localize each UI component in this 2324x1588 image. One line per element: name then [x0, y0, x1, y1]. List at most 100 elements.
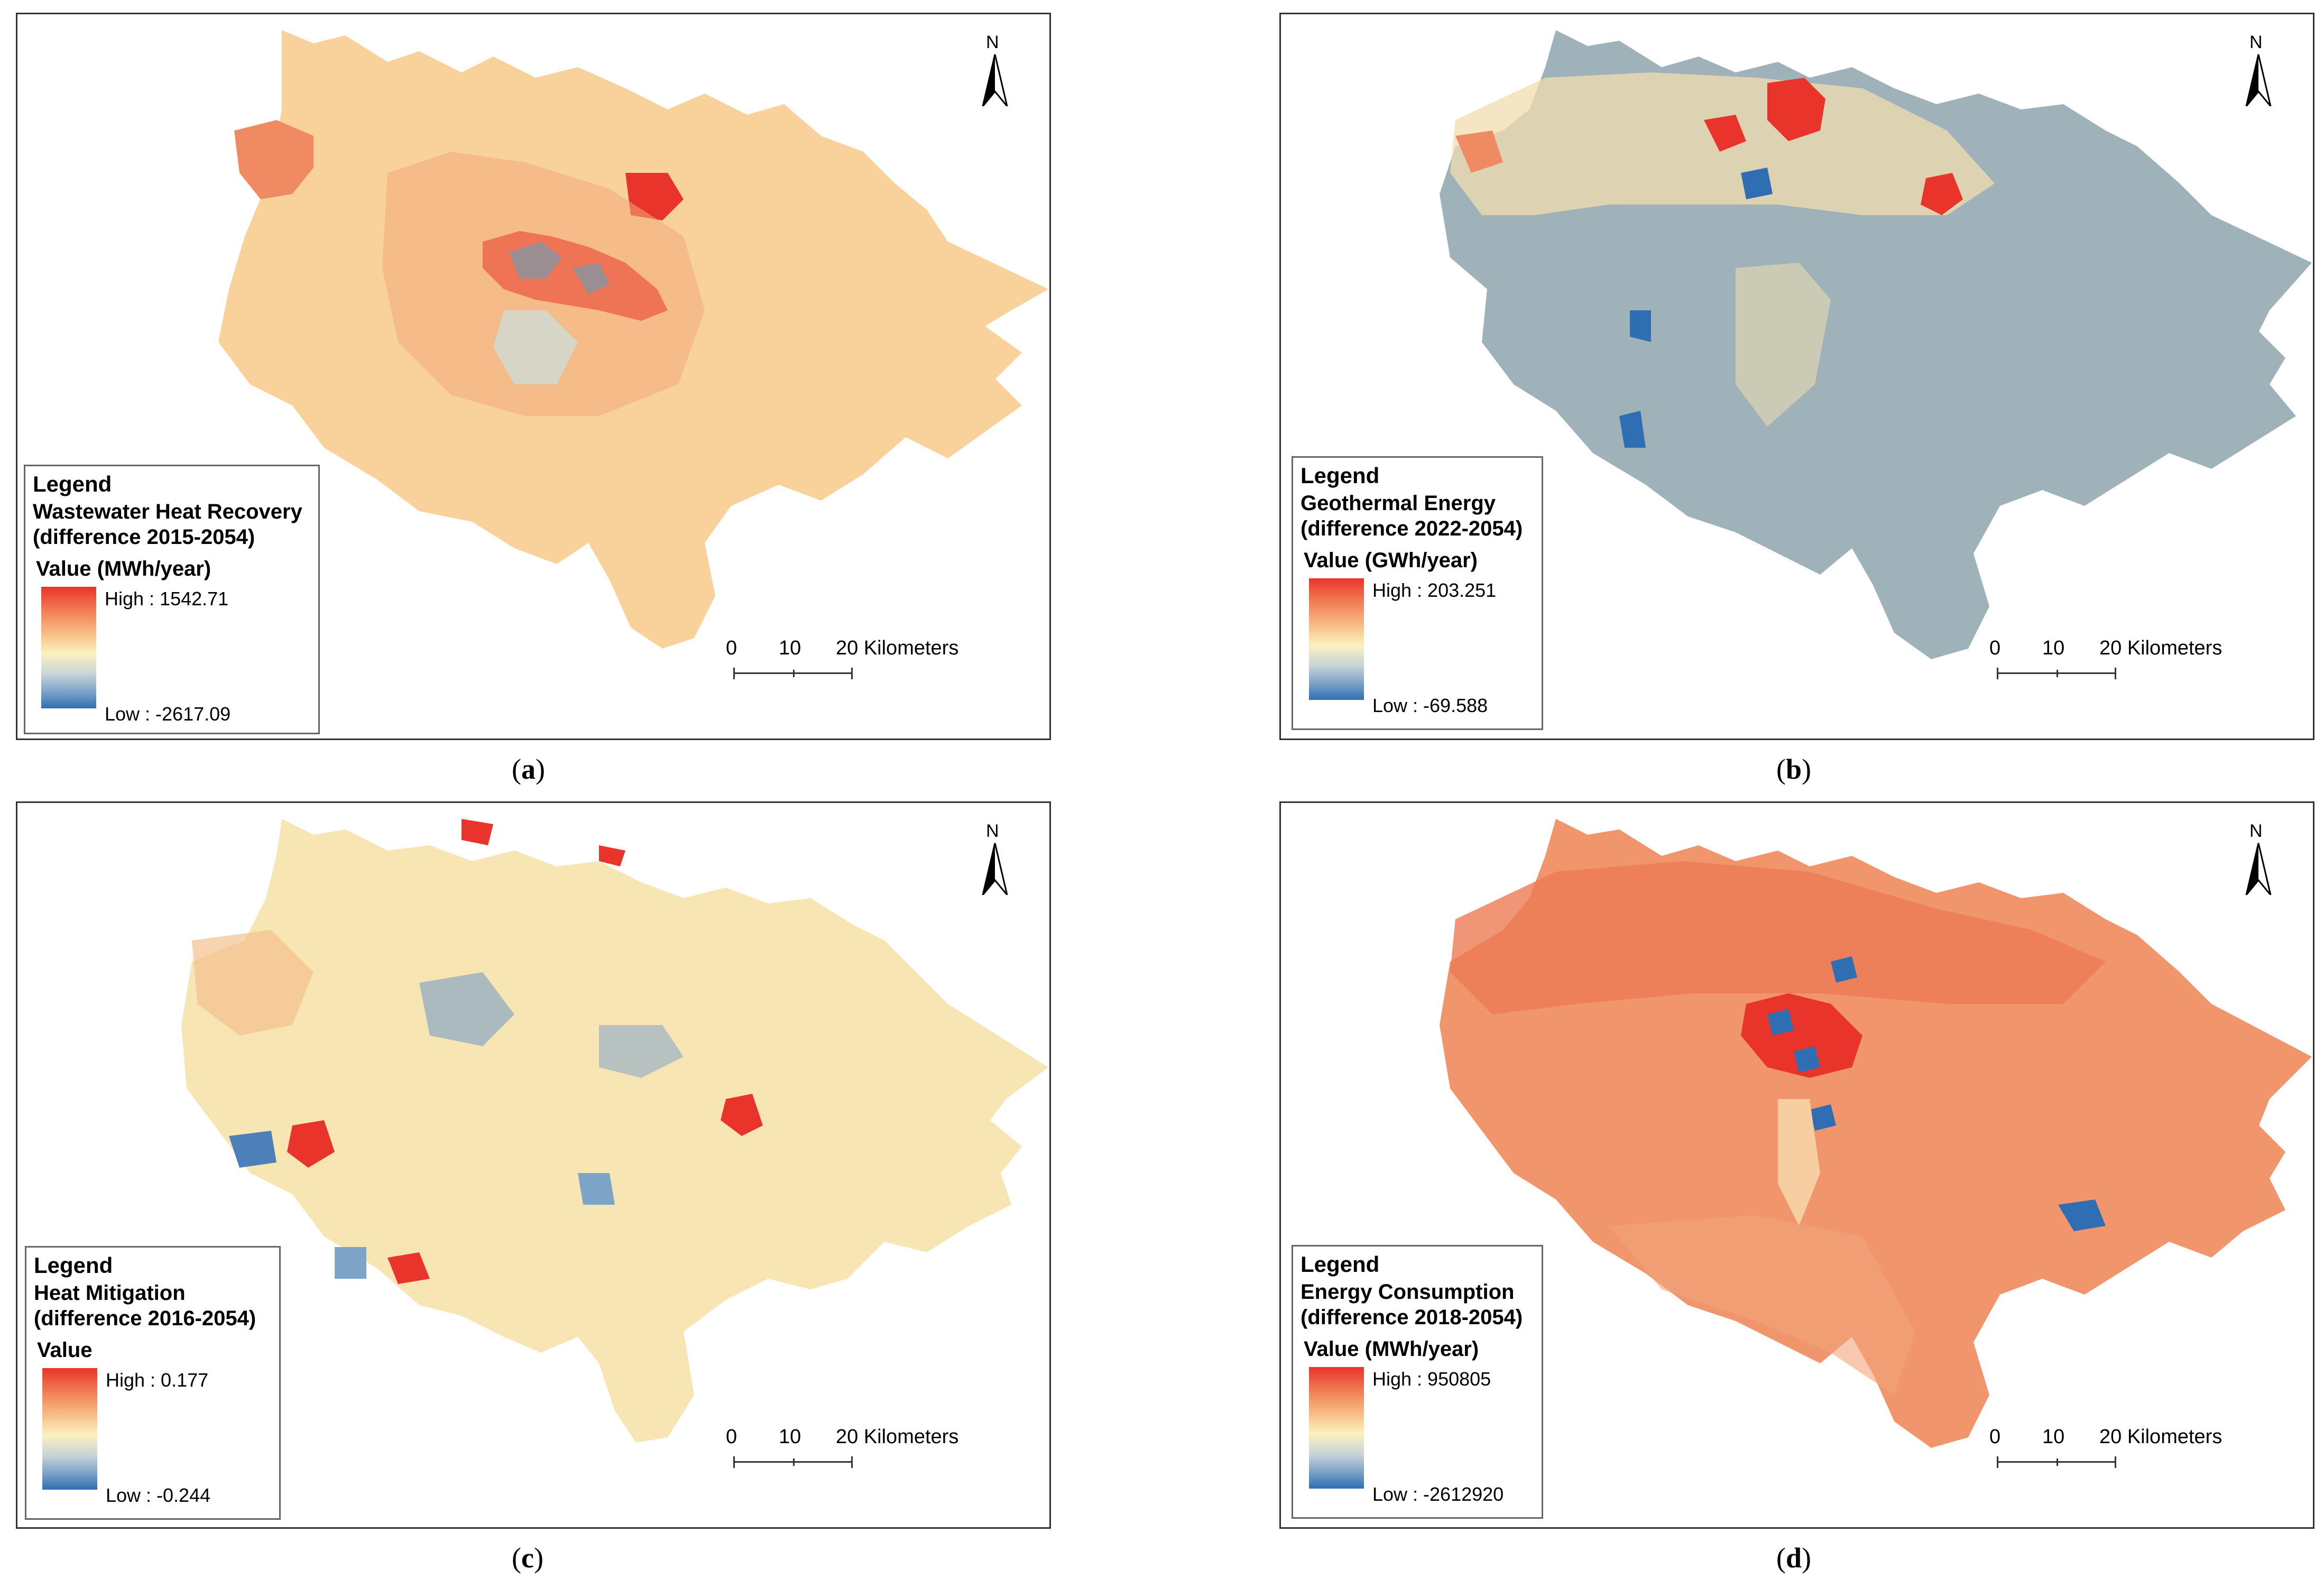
choropleth-map-d — [1440, 819, 2312, 1448]
legend-title-line1: Wastewater Heat Recovery — [33, 500, 302, 523]
lowspot-b2 — [1630, 310, 1651, 342]
color-ramp — [42, 1368, 97, 1490]
legend-low: Low : -2612920 — [1372, 1483, 1504, 1505]
legend-title-line2: (difference 2016-2054) — [34, 1307, 256, 1330]
caption-b: (b) — [1776, 753, 1812, 785]
legend-a: Legend Wastewater Heat Recovery (differe… — [24, 465, 320, 734]
pale-center-a — [493, 310, 578, 384]
legend-b: Legend Geothermal Energy (difference 202… — [1292, 456, 1543, 730]
cool-patch-c4 — [578, 1173, 615, 1205]
warm-south-d — [1609, 1215, 1915, 1395]
hotspot-c5 — [388, 1252, 430, 1284]
color-ramp — [41, 587, 96, 708]
north-arrow-a: N — [976, 32, 1013, 107]
legend-title-line1: Energy Consumption — [1301, 1280, 1515, 1304]
hotspot-w-b — [1455, 131, 1503, 173]
north-label: N — [2249, 32, 2263, 52]
hotspots-d — [1450, 861, 2106, 1395]
lowspot-b3 — [1619, 411, 1646, 448]
hotspots-a — [234, 120, 705, 416]
scale-tick-20: 20 Kilometers — [836, 637, 959, 659]
legend-title-line1: Geothermal Energy — [1301, 492, 1496, 515]
choropleth-map-b — [1440, 30, 2312, 659]
legend-unit: Value — [37, 1338, 93, 1362]
hotspots-b — [1450, 72, 1995, 448]
lowspot-d4 — [1831, 956, 1857, 983]
lowspot-b1 — [1741, 168, 1773, 199]
lowspot-d5 — [2058, 1199, 2106, 1231]
legend-title-line2: (difference 2015-2054) — [33, 525, 255, 549]
hotspot-nw-a — [234, 120, 313, 199]
scale-labels-b: 0 10 20 Kilometers — [1989, 637, 2264, 663]
warm-belt-a — [382, 152, 705, 416]
legend-high: High : 1542.71 — [105, 588, 229, 610]
caption-a: (a) — [512, 753, 545, 785]
legend-high: High : 203.251 — [1372, 579, 1497, 601]
cool-patch-c2 — [599, 1025, 684, 1078]
scale-tick-10: 10 — [2042, 1426, 2065, 1448]
map-panel-c: Legend Heat Mitigation (difference 2016-… — [16, 801, 1051, 1529]
legend-title-line1: Heat Mitigation — [34, 1281, 186, 1305]
scale-tick-0: 0 — [1989, 1426, 2001, 1448]
hotspot-n-b2 — [1704, 115, 1746, 152]
legend-heading: Legend — [1301, 1252, 1380, 1277]
hotspot-c1 — [287, 1120, 335, 1168]
legend-d: Legend Energy Consumption (difference 20… — [1292, 1245, 1543, 1519]
scale-bar-c — [733, 1456, 853, 1468]
hotspot-n-b — [1767, 78, 1825, 141]
scale-tick-20: 20 Kilometers — [836, 1426, 959, 1448]
north-label: N — [986, 821, 999, 841]
legend-heading: Legend — [34, 1253, 113, 1278]
legend-low: Low : -2617.09 — [105, 703, 231, 725]
north-arrow-c: N — [976, 821, 1013, 895]
legend-heading: Legend — [33, 472, 112, 496]
hotspots-c — [192, 819, 763, 1284]
north-arrow-b: N — [2240, 32, 2277, 107]
cool-patch-c3 — [229, 1131, 276, 1168]
north-label: N — [2249, 821, 2263, 841]
legend-high: High : 0.177 — [106, 1369, 209, 1391]
caption-c: (c) — [512, 1542, 543, 1574]
map-panel-d: Legend Energy Consumption (difference 20… — [1279, 801, 2314, 1529]
map-panel-b: Legend Geothermal Energy (difference 202… — [1279, 13, 2314, 740]
caption-d: (d) — [1776, 1542, 1812, 1574]
warm-patch-c1 — [192, 930, 313, 1036]
warm-strip-b — [1736, 263, 1831, 427]
pale-strip-d — [1778, 1099, 1820, 1226]
legend-unit: Value (GWh/year) — [1304, 549, 1478, 572]
hotspot-c3 — [462, 819, 493, 845]
scale-bar-b — [1997, 668, 2116, 679]
scale-bar-a — [733, 668, 853, 679]
legend-low: Low : -0.244 — [106, 1484, 211, 1506]
scale-labels-d: 0 10 20 Kilometers — [1989, 1426, 2264, 1452]
region-outline-c — [181, 819, 1048, 1443]
color-ramp — [1309, 1367, 1364, 1489]
scale-tick-0: 0 — [726, 1426, 737, 1448]
cool-patch-c5 — [335, 1247, 366, 1279]
scale-tick-20: 20 Kilometers — [2099, 637, 2222, 659]
legend-title-line2: (difference 2018-2054) — [1301, 1306, 1523, 1329]
lowspot-center-d2 — [1794, 1046, 1820, 1073]
legend-low: Low : -69.588 — [1372, 695, 1488, 716]
choropleth-map-a — [218, 30, 1048, 649]
scale-bar-d — [1997, 1456, 2116, 1468]
legend-c: Legend Heat Mitigation (difference 2016-… — [25, 1246, 281, 1520]
hotspot-c2 — [721, 1094, 763, 1136]
legend-heading: Legend — [1301, 463, 1380, 488]
dark-north-d — [1450, 861, 2106, 1014]
scale-tick-10: 10 — [2042, 637, 2065, 659]
north-label: N — [986, 32, 999, 52]
scale-tick-0: 0 — [1989, 637, 2001, 659]
legend-high: High : 950805 — [1372, 1368, 1491, 1390]
scale-tick-0: 0 — [726, 637, 737, 659]
lowspot-center-d1 — [1767, 1009, 1794, 1036]
legend-unit: Value (MWh/year) — [36, 557, 211, 580]
cool-patch-c1 — [419, 972, 514, 1046]
scale-tick-10: 10 — [779, 637, 801, 659]
color-ramp — [1309, 578, 1364, 700]
scale-labels-c: 0 10 20 Kilometers — [726, 1426, 1001, 1452]
legend-unit: Value (MWh/year) — [1304, 1337, 1479, 1361]
hotspot-c4 — [599, 845, 625, 866]
map-panel-a: Legend Wastewater Heat Recovery (differe… — [16, 13, 1051, 740]
legend-title-line2: (difference 2022-2054) — [1301, 517, 1523, 540]
